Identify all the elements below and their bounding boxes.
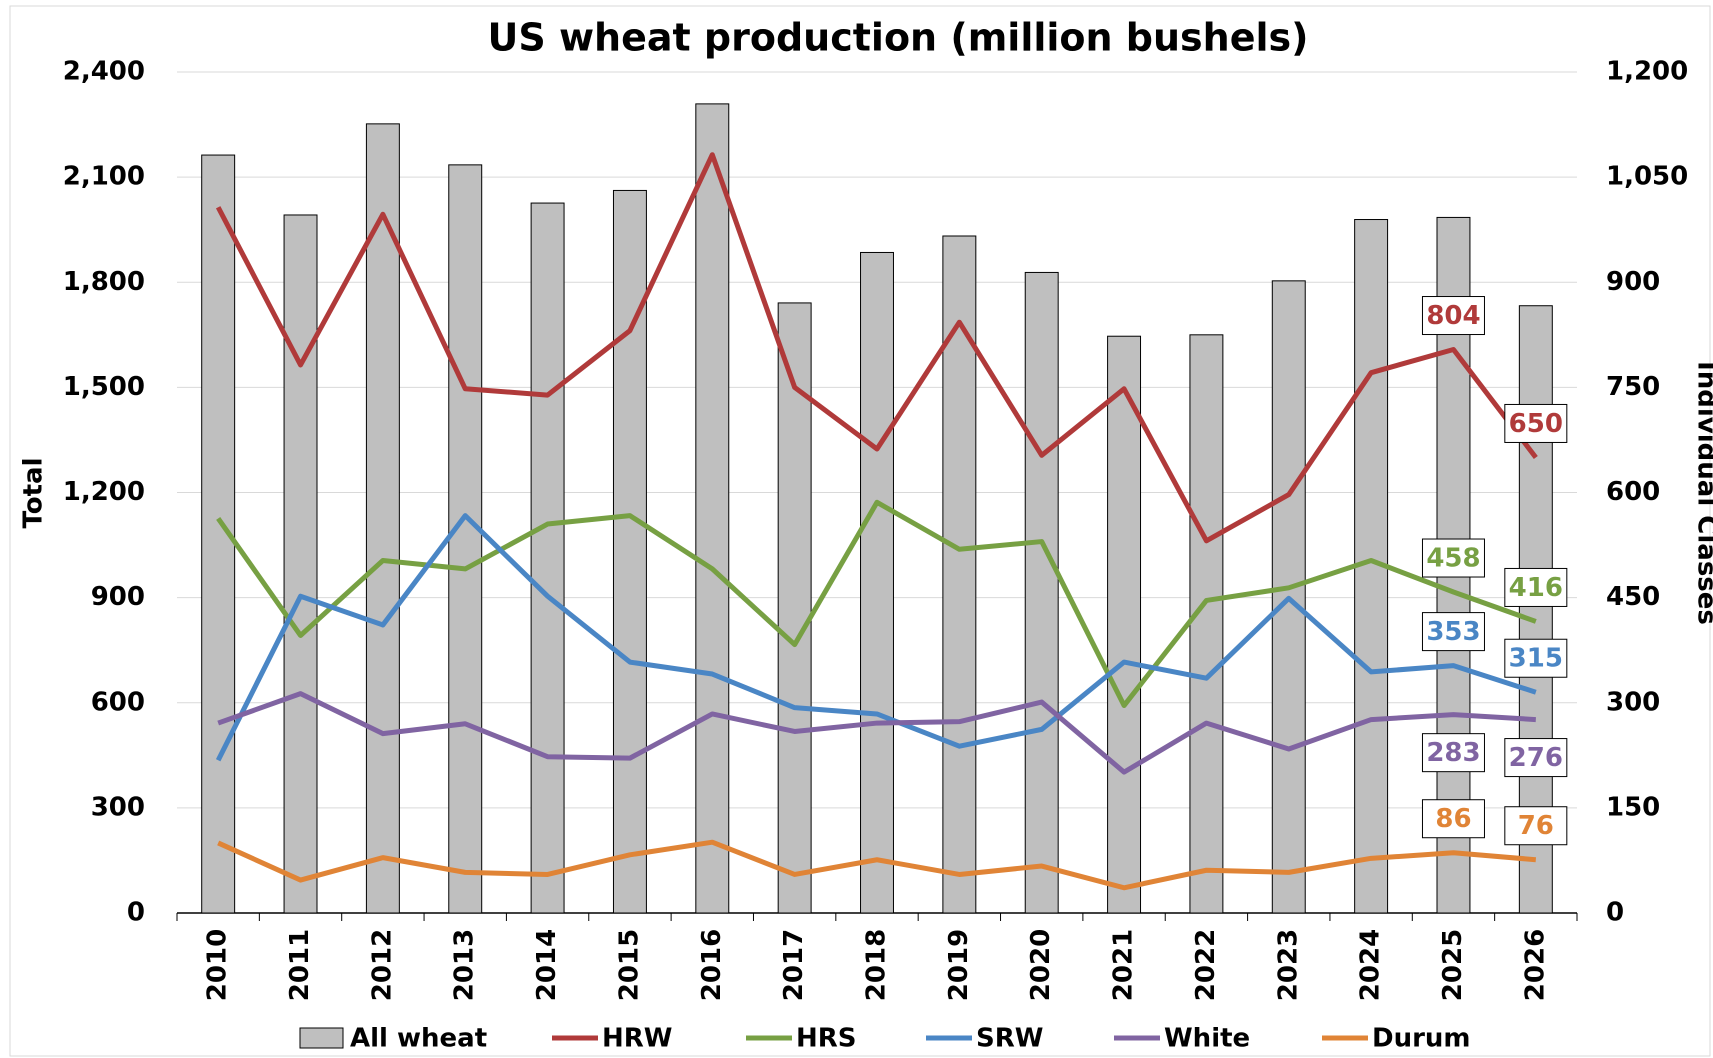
data-label: 804 (1426, 301, 1480, 331)
legend-label: All wheat (350, 1024, 487, 1054)
y-tick-label: 2,100 (63, 162, 145, 192)
x-tick-label: 2018 (862, 929, 892, 1001)
y2-tick-label: 300 (1606, 687, 1660, 717)
data-label-box (1421, 799, 1485, 839)
data-label-box (1504, 567, 1568, 607)
y-tick-label: 900 (91, 582, 145, 612)
y2-tick-label: 1,200 (1606, 57, 1688, 87)
x-tick-label: 2022 (1191, 929, 1221, 1001)
line (215, 513, 1537, 762)
data-label-box (1504, 806, 1568, 846)
line (216, 499, 1537, 709)
data-label: 458 (1426, 544, 1480, 574)
x-tick-label: 2013 (450, 929, 480, 1001)
y-tick-label: 0 (127, 898, 145, 928)
data-label: 76 (1518, 811, 1554, 841)
legend-label: Durum (1372, 1024, 1471, 1054)
x-tick-label: 2011 (285, 929, 315, 1001)
x-tick-label: 2015 (614, 929, 644, 1001)
y2-tick-label: 750 (1606, 372, 1660, 402)
y-tick-label: 300 (91, 792, 145, 822)
bar (530, 202, 565, 914)
x-tick-label: 2012 (367, 929, 397, 1001)
data-label: 650 (1509, 409, 1563, 439)
data-label-box (1421, 538, 1485, 578)
line (217, 839, 1537, 891)
bar (695, 103, 730, 914)
data-label-box (1421, 733, 1485, 773)
legend-swatch (299, 1027, 344, 1049)
x-tick-label: 2021 (1109, 929, 1139, 1001)
y2-tick-label: 600 (1606, 477, 1660, 507)
y2-tick-label: 150 (1606, 792, 1660, 822)
y2-tick-label: 0 (1606, 898, 1624, 928)
legend-label: HRW (602, 1024, 672, 1054)
bar (365, 123, 400, 914)
x-tick-label: 2016 (697, 929, 727, 1001)
data-label: 416 (1509, 573, 1563, 603)
x-tick-label: 2019 (944, 929, 974, 1001)
y-tick-label: 1,800 (63, 267, 145, 297)
bar (283, 214, 318, 914)
y-tick-label: 1,200 (63, 477, 145, 507)
bar (612, 189, 647, 914)
y-tick-label: 600 (91, 687, 145, 717)
line (215, 152, 1538, 544)
x-tick-label: 2025 (1438, 929, 1468, 1001)
chart-title: US wheat production (million bushels) (488, 16, 1309, 60)
data-label: 283 (1426, 738, 1480, 768)
bar (860, 251, 894, 914)
y-axis-label: Total (19, 457, 49, 528)
x-tick-label: 2017 (779, 929, 809, 1001)
legend-label: White (1164, 1024, 1250, 1054)
y2-tick-label: 900 (1606, 267, 1660, 297)
data-label: 353 (1426, 617, 1480, 647)
bar (942, 235, 977, 914)
data-label: 315 (1509, 644, 1563, 674)
y-tick-label: 1,500 (63, 372, 145, 402)
x-tick-label: 2023 (1273, 929, 1303, 1001)
y2-tick-label: 1,050 (1606, 162, 1688, 192)
x-tick-label: 2010 (203, 929, 233, 1001)
data-label-box (1504, 638, 1568, 678)
data-label-box (1421, 612, 1485, 652)
data-label-box (1421, 296, 1485, 336)
bar (448, 164, 483, 914)
y2-axis-label: Individual Classes (1692, 361, 1713, 625)
data-label-box (1504, 738, 1568, 778)
x-tick-label: 2014 (532, 929, 562, 1001)
line (217, 691, 1536, 775)
legend-label: SRW (976, 1024, 1043, 1054)
bar (1024, 271, 1059, 914)
x-tick-label: 2026 (1520, 929, 1550, 1001)
data-label: 276 (1509, 743, 1563, 773)
data-label: 86 (1435, 804, 1471, 834)
x-tick-label: 2020 (1026, 929, 1056, 1001)
y-tick-label: 2,400 (63, 57, 145, 87)
data-label-box (1504, 403, 1568, 443)
bar (777, 302, 812, 914)
bar (1107, 335, 1142, 914)
x-tick-label: 2024 (1356, 929, 1386, 1001)
legend-label: HRS (796, 1024, 857, 1054)
y2-tick-label: 450 (1606, 582, 1660, 612)
bar (1189, 334, 1224, 914)
